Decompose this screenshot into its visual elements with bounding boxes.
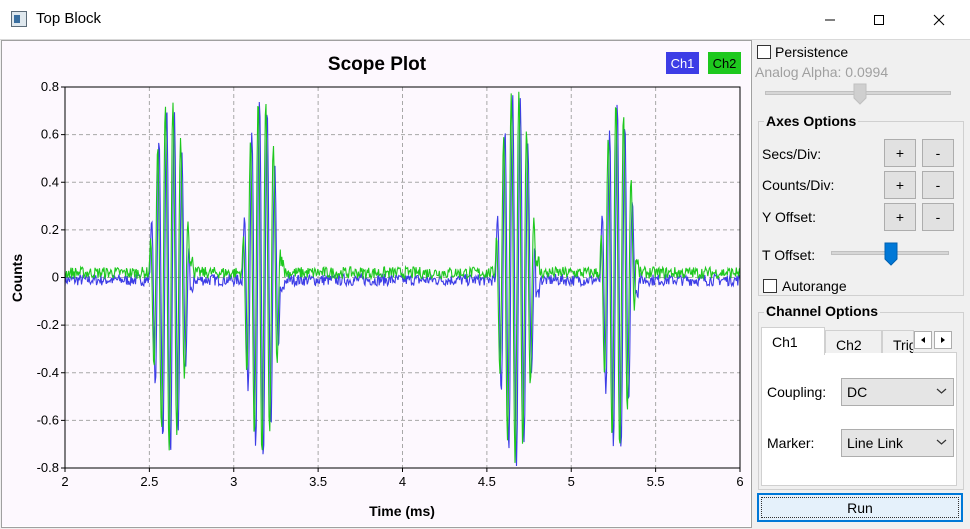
- tab-scroll-left-button[interactable]: [914, 331, 932, 349]
- chevron-right-icon: [941, 337, 945, 343]
- channel-options-title: Channel Options: [764, 303, 880, 319]
- maximize-button[interactable]: [856, 0, 902, 39]
- scope-plot[interactable]: Scope Plot 2 2.5 3 3.5 4 4.5 5 5.5 6 0.8 0.6 0.4 0.2…: [0, 0, 755, 529]
- y-tick-label: -0.6: [37, 412, 59, 427]
- chevron-left-icon: [921, 337, 925, 343]
- marker-select[interactable]: Line Link: [841, 429, 954, 457]
- window-title: Top Block: [36, 10, 102, 27]
- x-tick-label: 2.5: [140, 474, 158, 489]
- counts-div-label: Counts/Div:: [762, 177, 835, 193]
- autorange-checkbox[interactable]: [763, 279, 777, 293]
- counts-div-plus-button[interactable]: +: [884, 171, 916, 199]
- legend-swatch-ch2[interactable]: [708, 52, 741, 74]
- channel-tab-panel: [761, 352, 957, 486]
- t-offset-label: T Offset:: [762, 247, 816, 263]
- analog-alpha-slider-handle[interactable]: [853, 83, 867, 105]
- minimize-icon: [825, 19, 835, 20]
- run-button-label: Run: [847, 499, 873, 516]
- counts-div-minus-button[interactable]: -: [922, 171, 954, 199]
- y-offset-plus-button[interactable]: +: [884, 203, 916, 231]
- x-tick-label: 5.5: [647, 474, 665, 489]
- y-axis-label: Counts: [9, 254, 25, 302]
- x-tick-label: 4.5: [478, 474, 496, 489]
- title-bar: Top Block: [0, 0, 970, 39]
- maximize-icon: [874, 14, 884, 25]
- y-tick-label: 0.2: [41, 222, 59, 237]
- coupling-label: Coupling:: [767, 384, 827, 400]
- persistence-label: Persistence: [775, 44, 849, 60]
- close-icon: [933, 14, 945, 25]
- autorange-label: Autorange: [782, 278, 847, 294]
- tab-trig[interactable]: Trig: [882, 330, 914, 353]
- y-tick-label: -0.8: [37, 460, 59, 475]
- x-tick-label: 6: [736, 474, 743, 489]
- app-icon: [11, 11, 27, 27]
- legend-label-ch1: Ch1: [671, 56, 695, 71]
- axes-options-group: [758, 121, 964, 296]
- y-offset-label: Y Offset:: [762, 209, 816, 225]
- legend-swatch-ch1[interactable]: [666, 52, 699, 74]
- axes-options-title: Axes Options: [764, 113, 859, 129]
- marker-value: Line Link: [847, 435, 904, 451]
- minimize-button[interactable]: [807, 0, 853, 39]
- secs-div-label: Secs/Div:: [762, 146, 822, 162]
- y-tick-label: -0.4: [37, 365, 59, 380]
- t-offset-slider-handle[interactable]: [884, 242, 898, 266]
- x-tick-label: 2: [61, 474, 68, 489]
- tab-scroll-right-button[interactable]: [934, 331, 952, 349]
- close-button[interactable]: [916, 0, 962, 39]
- tab-ch1[interactable]: Ch1: [761, 327, 825, 355]
- y-tick-label: 0.6: [41, 127, 59, 142]
- chart-title: Scope Plot: [328, 54, 427, 75]
- coupling-select[interactable]: DC: [841, 378, 954, 406]
- secs-div-plus-button[interactable]: +: [884, 139, 916, 167]
- series-line-ch2: [64, 91, 741, 463]
- legend-label-ch2: Ch2: [713, 56, 737, 71]
- x-tick-label: 3: [230, 474, 237, 489]
- secs-div-minus-button[interactable]: -: [922, 139, 954, 167]
- x-tick-label: 5: [568, 474, 575, 489]
- chevron-down-icon: [936, 388, 947, 394]
- tab-ch2[interactable]: Ch2: [825, 330, 882, 353]
- x-axis-label: Time (ms): [369, 503, 435, 519]
- marker-label: Marker:: [767, 435, 815, 451]
- y-tick-label: 0: [52, 270, 59, 285]
- run-button-focus-ring: [761, 497, 959, 518]
- chevron-down-icon: [936, 439, 947, 445]
- y-tick-label: 0.8: [41, 79, 59, 94]
- x-tick-label: 4: [399, 474, 406, 489]
- y-tick-label: -0.2: [37, 317, 59, 332]
- persistence-checkbox[interactable]: [757, 45, 771, 59]
- x-tick-label: 3.5: [309, 474, 327, 489]
- run-button[interactable]: Run: [757, 493, 963, 522]
- analog-alpha-label: Analog Alpha: 0.0994: [755, 64, 889, 80]
- y-tick-label: 0.4: [41, 174, 59, 189]
- coupling-value: DC: [847, 384, 868, 400]
- y-offset-minus-button[interactable]: -: [922, 203, 954, 231]
